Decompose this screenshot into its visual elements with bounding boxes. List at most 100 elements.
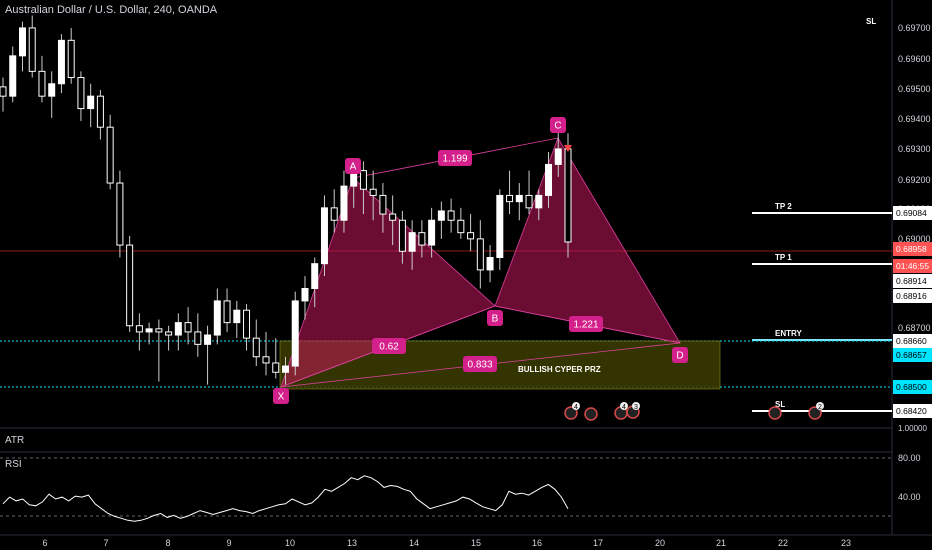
point-label-a: A — [350, 162, 357, 173]
candle-body — [223, 300, 231, 324]
event-icon — [768, 406, 782, 420]
price-tag — [893, 380, 932, 394]
candle-body — [408, 232, 416, 252]
x-tick-label: 22 — [778, 538, 788, 548]
price-tag-label: 0.68914 — [896, 276, 927, 286]
x-tick-label: 20 — [655, 538, 665, 548]
x-tick-label: 14 — [409, 538, 419, 548]
candle-body — [311, 263, 319, 290]
rsi-tick: 80.00 — [898, 453, 921, 463]
y-tick-label: 0.69000 — [898, 234, 931, 244]
candle-body — [57, 39, 65, 85]
y-tick-label: 0.69300 — [898, 144, 931, 154]
candle-body — [204, 334, 212, 345]
x-tick-label: 16 — [532, 538, 542, 548]
candle-body — [272, 362, 280, 373]
corner-sl-label: SL — [866, 17, 876, 26]
candle-body — [545, 163, 553, 196]
price-tag-label: 0.68660 — [896, 336, 927, 346]
candle-body — [243, 309, 251, 339]
level-label-sl: SL — [775, 400, 785, 409]
event-count: 4 — [574, 404, 578, 411]
point-label-b: B — [492, 314, 499, 325]
candle-body — [369, 188, 377, 196]
candle-body — [184, 322, 192, 333]
point-badge-a — [345, 158, 361, 174]
event-count: 2 — [818, 404, 822, 411]
candle-body — [476, 238, 484, 271]
signal-marker — [564, 145, 572, 152]
price-tag — [893, 274, 932, 288]
candle-body — [67, 39, 75, 79]
y-tick-label: 0.68700 — [898, 323, 931, 333]
x-tick-label: 9 — [226, 538, 231, 548]
event-icon — [808, 406, 822, 420]
price-tag-label: 0.68500 — [896, 382, 927, 392]
candle-body — [554, 148, 562, 165]
price-tag — [893, 348, 932, 362]
ratio-label: 1.199 — [442, 154, 467, 165]
y-tick-label: 0.69600 — [898, 54, 931, 64]
rsi-line — [2, 475, 569, 522]
candle-body — [38, 70, 46, 97]
candle-body — [155, 328, 163, 333]
candle-body — [18, 27, 26, 57]
x-tick-label: 8 — [165, 538, 170, 548]
candle-body — [174, 322, 182, 336]
candle-body — [564, 148, 572, 243]
candle-body — [282, 365, 289, 373]
point-label-x: X — [278, 392, 285, 403]
ratio-badge — [438, 150, 472, 166]
price-tag — [893, 289, 932, 303]
candle-body — [359, 170, 367, 190]
candle-body — [262, 356, 270, 364]
candle-body — [340, 185, 348, 221]
y-tick-label: 0.69200 — [898, 175, 931, 185]
ratio-label: 0.833 — [467, 360, 492, 371]
candle-body — [77, 77, 85, 110]
event-count-badge — [632, 402, 640, 410]
candle-body — [87, 95, 95, 110]
candle-body — [135, 325, 143, 333]
candle-body — [506, 194, 514, 203]
y-tick-label: 0.69400 — [898, 114, 931, 124]
price-tag-label: 0.69084 — [896, 208, 927, 218]
price-tag — [893, 206, 932, 220]
price-tag — [893, 242, 932, 256]
point-badge-x — [273, 388, 289, 404]
candle-body — [515, 194, 523, 203]
candle-body — [48, 83, 56, 97]
price-tag-label: 0.68916 — [896, 291, 927, 301]
event-count-badge — [620, 402, 628, 410]
x-tick-label: 17 — [593, 538, 603, 548]
y-tick-label: 0.69500 — [898, 84, 931, 94]
candle-body — [330, 207, 338, 221]
level-label-tp-2: TP 2 — [775, 202, 792, 211]
rsi-tick: 40.00 — [898, 492, 921, 502]
event-count-badge — [816, 402, 824, 410]
candle-body — [496, 194, 504, 258]
price-tag-label: 0.68420 — [896, 406, 927, 416]
event-icon — [564, 406, 578, 420]
candle-body — [126, 244, 134, 327]
x-tick-label: 23 — [841, 538, 851, 548]
candle-body — [457, 219, 465, 234]
pattern-bcd — [494, 137, 681, 344]
x-tick-label: 15 — [471, 538, 481, 548]
candle-body — [428, 219, 436, 246]
candle-body — [165, 331, 173, 336]
ratio-label: 1.221 — [573, 320, 598, 331]
point-badge-d — [672, 347, 688, 363]
candle-body — [9, 55, 17, 97]
price-tag-label: 0.68958 — [896, 244, 927, 254]
candle-body — [418, 232, 426, 246]
atr-label: ATR — [5, 435, 24, 446]
prz-label: BULLISH CYPER PRZ — [518, 365, 601, 374]
rsi-label: RSI — [5, 459, 22, 470]
point-badge-c — [550, 117, 566, 133]
event-count: 3 — [634, 404, 638, 411]
point-label-c: C — [554, 121, 561, 132]
candle-body — [252, 337, 260, 358]
candle-body — [437, 210, 445, 221]
